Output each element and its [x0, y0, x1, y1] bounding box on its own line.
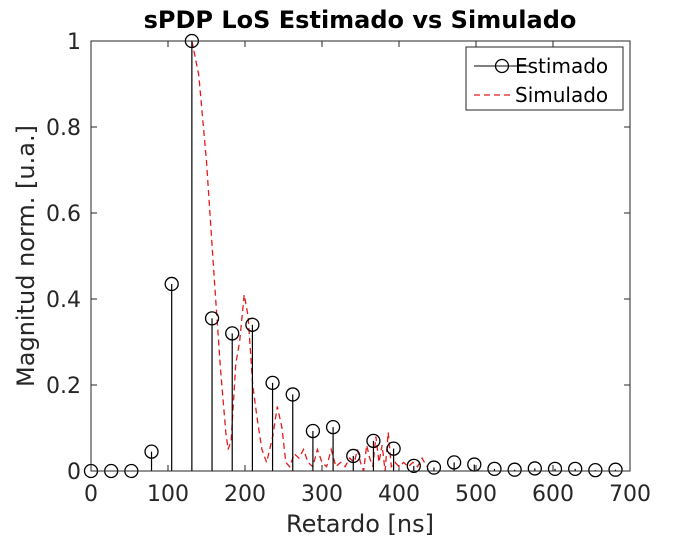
plot-area	[91, 41, 630, 471]
estimado-marker	[568, 461, 583, 477]
x-tick-label: 100	[147, 482, 189, 507]
estimado-marker	[144, 444, 159, 459]
estimado-marker	[386, 441, 401, 456]
estimado-marker	[265, 375, 280, 391]
estimado-marker	[527, 461, 542, 476]
x-tick-label: 400	[378, 482, 420, 507]
estimado-marker	[446, 455, 462, 470]
y-tick-label: 0	[67, 460, 81, 485]
legend-estimado-label: Estimado	[515, 54, 608, 78]
x-tick-label: 0	[84, 482, 98, 507]
legend-simulado-label: Simulado	[515, 83, 608, 107]
y-axis-label: Magnitud norm. [u.a.]	[12, 125, 40, 387]
estimado-marker	[507, 462, 522, 477]
y-tick-label: 0.8	[46, 116, 81, 141]
estimado-marker	[608, 462, 623, 477]
x-tick-label: 600	[532, 482, 574, 507]
estimado-marker	[346, 448, 361, 464]
y-tick-label: 0.4	[46, 288, 81, 313]
x-axis-ticks: 0 100 200 300 400 500 600 700	[84, 41, 651, 507]
x-tick-label: 300	[301, 482, 343, 507]
y-axis-ticks: 0 0.2 0.4 0.6 0.8 1	[46, 30, 630, 485]
x-tick-label: 200	[224, 482, 266, 507]
y-tick-label: 0.2	[46, 374, 81, 399]
estimado-marker	[487, 461, 502, 477]
x-axis-label: Retardo [ns]	[286, 510, 434, 538]
estimado-marker	[325, 419, 341, 435]
x-tick-label: 500	[455, 482, 497, 507]
estimado-marker	[225, 326, 240, 341]
plot-frame	[90, 40, 631, 472]
estimado-marker	[285, 387, 300, 402]
legend: Estimado Simulado	[465, 46, 624, 111]
estimado-marker	[426, 460, 442, 475]
estimado-marker	[305, 423, 321, 439]
estimado-marker	[588, 462, 603, 478]
estimado-marker	[204, 311, 220, 326]
y-tick-label: 0.6	[46, 202, 81, 227]
x-tick-label: 700	[609, 482, 651, 507]
series-estimado	[83, 33, 623, 479]
legend-box	[465, 46, 624, 111]
y-tick-label: 1	[67, 30, 81, 55]
chart-title: sPDP LoS Estimado vs Simulado	[144, 6, 577, 34]
estimado-marker	[245, 317, 260, 332]
estimado-marker	[406, 458, 421, 473]
estimado-marker	[164, 276, 179, 292]
estimado-marker	[366, 433, 381, 449]
legend-estimado-marker	[494, 58, 510, 74]
estimado-marker	[547, 461, 563, 477]
